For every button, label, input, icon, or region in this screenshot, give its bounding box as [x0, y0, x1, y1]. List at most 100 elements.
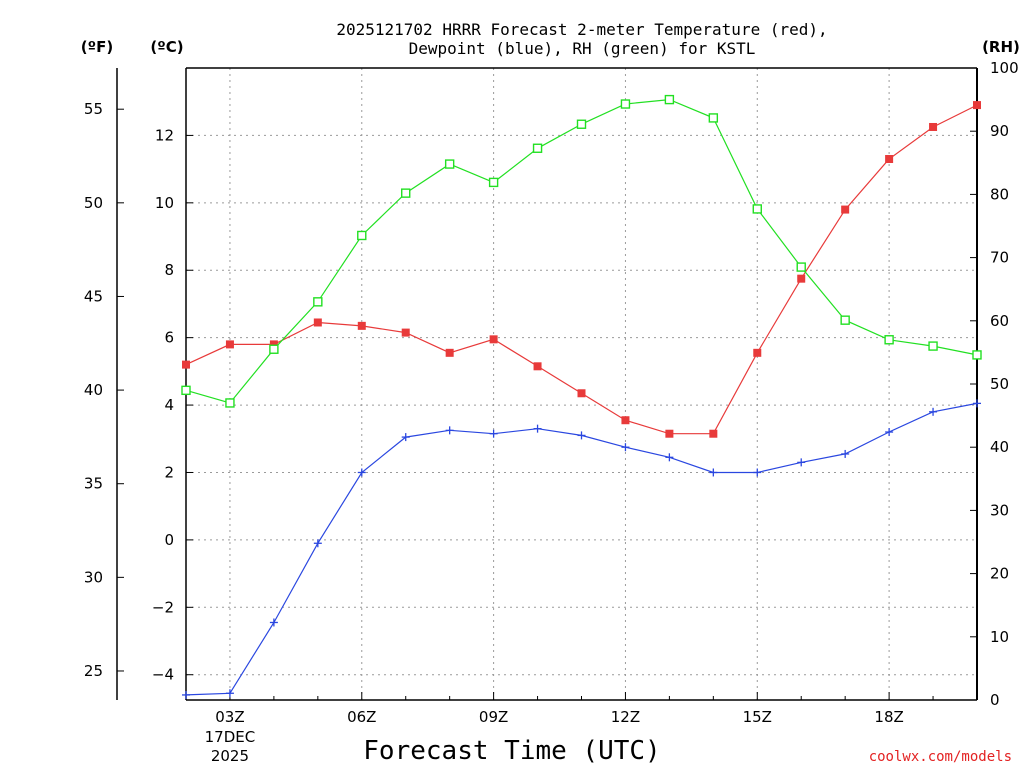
rh-point [532, 143, 543, 153]
2-meter-temperature-point [357, 321, 366, 330]
rh-series [181, 94, 982, 408]
x-tick-label: 15Z [743, 708, 772, 726]
rh-point [269, 344, 279, 354]
dewpoint-point [973, 399, 981, 408]
series-layer [181, 94, 982, 699]
2-meter-temperature-point [841, 205, 850, 214]
2-meter-temperature-point [182, 360, 190, 369]
rh-point [620, 99, 631, 109]
dewpoint-point [753, 468, 762, 477]
2-meter-temperature-point [753, 348, 762, 357]
2-meter-temperature-point [797, 274, 806, 283]
rh-tick-label: 40 [990, 438, 1009, 456]
rh-point [664, 94, 675, 105]
rh-tick-label: 100 [990, 59, 1019, 77]
x-axis-title: Forecast Time (UTC) [363, 736, 660, 766]
rh-tick-label: 70 [990, 249, 1009, 267]
2-meter-temperature-series [182, 101, 981, 438]
rh-point [444, 159, 455, 169]
fahrenheit-tick-label: 55 [84, 100, 103, 118]
dewpoint-point [709, 468, 718, 477]
fahrenheit-tick-label: 40 [84, 381, 103, 399]
celsius-unit-label: (ºC) [150, 38, 183, 56]
credit-text: coolwx.com/models [869, 749, 1012, 765]
2-meter-temperature-point [445, 348, 454, 357]
rh-point [488, 177, 499, 188]
dewpoint-point [797, 458, 806, 467]
2-meter-temperature-point [621, 416, 630, 425]
rh-unit-label: (RH) [982, 38, 1020, 56]
dewpoint-point [577, 431, 586, 440]
x-tick-label: 09Z [479, 708, 508, 726]
dewpoint-point [621, 443, 630, 452]
rh-tick-label: 0 [990, 691, 1000, 709]
rh-tick-label: 10 [990, 628, 1009, 646]
dewpoint-point [269, 618, 278, 627]
2-meter-temperature-line [185, 104, 978, 435]
fahrenheit-tick-label: 35 [84, 475, 103, 493]
2-meter-temperature-point [269, 340, 278, 349]
fahrenheit-tick-label: 30 [84, 568, 103, 586]
x-tick-label: 18Z [874, 708, 903, 726]
date-label-day: 17DEC [205, 728, 256, 746]
rh-point [181, 385, 191, 396]
rh-tick-label: 30 [990, 501, 1009, 519]
rh-point [313, 297, 323, 307]
rh-point [752, 204, 762, 214]
rh-point [576, 119, 587, 129]
rh-line [185, 98, 978, 404]
rh-point [401, 188, 411, 198]
dewpoint-line [185, 402, 978, 696]
dewpoint-point [445, 426, 454, 435]
date-label-year: 2025 [211, 747, 249, 765]
2-meter-temperature-point [313, 318, 322, 327]
rh-tick-label: 50 [990, 375, 1009, 393]
celsius-tick-label: −2 [152, 598, 174, 616]
dewpoint-point [885, 428, 894, 437]
rh-point [225, 398, 235, 408]
fahrenheit-tick-label: 25 [84, 662, 103, 680]
2-meter-temperature-point [885, 155, 894, 164]
rh-point [357, 230, 367, 241]
rh-tick-label: 80 [990, 185, 1009, 203]
x-tick-label: 06Z [347, 708, 376, 726]
dewpoint-point [182, 690, 190, 699]
rh-point [884, 335, 894, 345]
chart-title-line-2: Dewpoint (blue), RH (green) for KSTL [409, 39, 756, 58]
2-meter-temperature-point [929, 122, 938, 131]
dewpoint-point [929, 407, 938, 416]
gridlines [186, 68, 977, 700]
celsius-tick-label: 12 [155, 126, 174, 144]
rh-point [972, 350, 982, 360]
dewpoint-series [182, 399, 981, 699]
2-meter-temperature-point [973, 101, 981, 110]
dewpoint-point [533, 424, 542, 433]
dewpoint-point [401, 433, 410, 442]
x-axis: 03Z 06Z 09Z 12Z 15Z 18Z [185, 692, 978, 726]
rh-point [796, 262, 806, 272]
celsius-tick-label: 0 [164, 531, 174, 549]
celsius-tick-label: 2 [164, 463, 174, 481]
fahrenheit-tick-label: 50 [84, 194, 103, 212]
dewpoint-point [489, 429, 498, 438]
celsius-tick-label: −4 [152, 666, 174, 684]
2-meter-temperature-point [489, 335, 498, 344]
2-meter-temperature-point [577, 389, 586, 398]
celsius-tick-label: 4 [164, 396, 174, 414]
x-tick-label: 03Z [215, 708, 244, 726]
celsius-tick-label: 10 [155, 194, 174, 212]
celsius-tick-label: 6 [164, 329, 174, 347]
rh-tick-label: 20 [990, 565, 1009, 583]
celsius-tick-label: 8 [164, 261, 174, 279]
2-meter-temperature-point [665, 429, 674, 438]
rh-point [928, 341, 938, 351]
fahrenheit-tick-label: 45 [84, 287, 103, 305]
dewpoint-point [357, 468, 366, 477]
2-meter-temperature-point [709, 429, 718, 438]
rh-point [840, 315, 850, 325]
2-meter-temperature-point [533, 362, 542, 371]
dewpoint-point [313, 539, 322, 548]
chart-title-line-1: 2025121702 HRRR Forecast 2-meter Tempera… [336, 20, 827, 39]
rh-axis: 0 10 20 30 40 50 60 70 80 90 100 [970, 59, 1019, 709]
